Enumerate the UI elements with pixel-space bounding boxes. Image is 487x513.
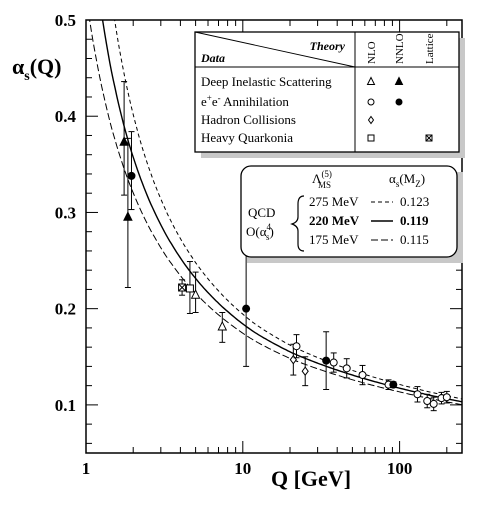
marker-circle-filled: [389, 380, 398, 389]
data-point: [442, 390, 451, 404]
curve-220-mev: [101, 20, 462, 403]
data-point: [429, 396, 438, 412]
marker-triangle-filled: [394, 76, 404, 85]
y-tick-label: 0.3: [55, 203, 76, 222]
legend-row-quarkonia: Heavy Quarkonia: [201, 130, 293, 145]
marker-square-crossed: [178, 283, 187, 292]
x-tick-label: 100: [387, 459, 413, 478]
marker-circle-open: [342, 364, 351, 373]
y-tick-label: 0.5: [55, 11, 76, 30]
marker-circle-filled: [127, 171, 136, 180]
data-point: [329, 352, 338, 373]
marker-square-crossed: [425, 134, 433, 142]
data-point: [185, 261, 194, 314]
data-point: [389, 380, 398, 389]
marker-square-open: [367, 134, 375, 142]
x-axis-title: Q [GeV]: [271, 466, 351, 491]
legend-row-dis: Deep Inelastic Scattering: [201, 74, 332, 89]
curve-175-mev: [89, 20, 462, 406]
y-axis-label: αs(Q): [12, 54, 62, 84]
curve-legend-brace: [290, 195, 305, 252]
data-point: [178, 279, 187, 296]
data-point: [127, 131, 136, 211]
x-tick-label: 10: [234, 459, 251, 478]
marker-circle-open: [358, 371, 367, 380]
x-tick-label: 1: [82, 459, 91, 478]
data-point: [123, 137, 133, 288]
marker-diamond-open: [301, 366, 309, 377]
data-point: [119, 81, 129, 196]
data-point: [217, 312, 228, 343]
marker-circle-open: [442, 393, 451, 402]
data-point: [322, 331, 331, 390]
marker-circle-open: [413, 390, 422, 399]
y-tick-labels: 0.1 0.2 0.3 0.4 0.5: [55, 11, 77, 415]
data-point: [358, 364, 367, 386]
y-tick-label: 0.4: [55, 107, 77, 126]
marker-circle-open: [329, 358, 338, 367]
curve-legend-lambda-175: 175 MeV: [309, 232, 359, 247]
curve-legend-alpha-header: αs(MZ): [389, 171, 425, 189]
legend-data-header: Data: [200, 51, 225, 65]
marker-circle-open: [423, 397, 432, 406]
marker-triangle-filled: [119, 136, 129, 146]
data-point: [342, 358, 351, 379]
curve-legend-alpha-0119: 0.119: [400, 213, 429, 228]
marker-diamond-open: [367, 115, 375, 125]
curve-275-mev: [114, 20, 462, 400]
curve-legend-lambda-275: 275 MeV: [309, 194, 359, 209]
curve-legend-qcd-label: QCD: [248, 205, 275, 220]
marker-triangle-open: [190, 289, 201, 299]
legend-col-lattice: Lattice: [424, 33, 436, 64]
marker-triangle-open: [366, 76, 376, 85]
data-legend: Theory Data NLO NNLO Lattice Deep Inelas…: [194, 31, 465, 158]
y-tick-label: 0.2: [55, 300, 76, 319]
data-points: [119, 81, 451, 412]
data-point: [242, 250, 251, 367]
marker-circle-open: [292, 342, 301, 351]
data-point: [413, 386, 422, 403]
curve-legend-alpha-0123: 0.123: [400, 194, 429, 209]
marker-circle-filled: [322, 356, 331, 365]
marker-circle-open: [367, 98, 375, 106]
marker-circle-open: [429, 399, 438, 408]
curve-legend-lambda-220: 220 MeV: [309, 213, 360, 228]
legend-theory-header: Theory: [310, 39, 346, 53]
marker-diamond-open: [289, 354, 297, 365]
marker-square-open: [185, 284, 194, 293]
curve-legend: Λ(5) MS αs(MZ) QCD O(α4 s) 275 MeV 220 MeV…: [240, 165, 463, 263]
data-point: [301, 356, 309, 387]
data-point: [292, 334, 301, 359]
curve-legend-alpha-0115: 0.115: [400, 232, 429, 247]
marker-triangle-open: [217, 320, 228, 331]
curve-legend-order-label: O(α4 s): [246, 222, 274, 242]
y-tick-label: 0.1: [55, 396, 76, 415]
curve-legend-lambda-header: Λ(5) MS: [312, 169, 332, 190]
legend-row-ee: e+e- Annihilation: [201, 93, 289, 109]
legend-row-hadron: Hadron Collisions: [201, 112, 296, 127]
qcd-curves: [89, 20, 462, 406]
x-tick-labels: 1 10 100: [82, 459, 413, 478]
marker-circle-filled: [242, 304, 251, 313]
legend-col-nlo: NLO: [366, 41, 378, 64]
data-point: [190, 271, 201, 314]
marker-circle-filled: [395, 98, 403, 106]
data-point: [423, 393, 432, 409]
marker-triangle-filled: [123, 211, 133, 221]
legend-symbols: [366, 76, 433, 142]
legend-col-nnlo: NNLO: [394, 33, 406, 64]
